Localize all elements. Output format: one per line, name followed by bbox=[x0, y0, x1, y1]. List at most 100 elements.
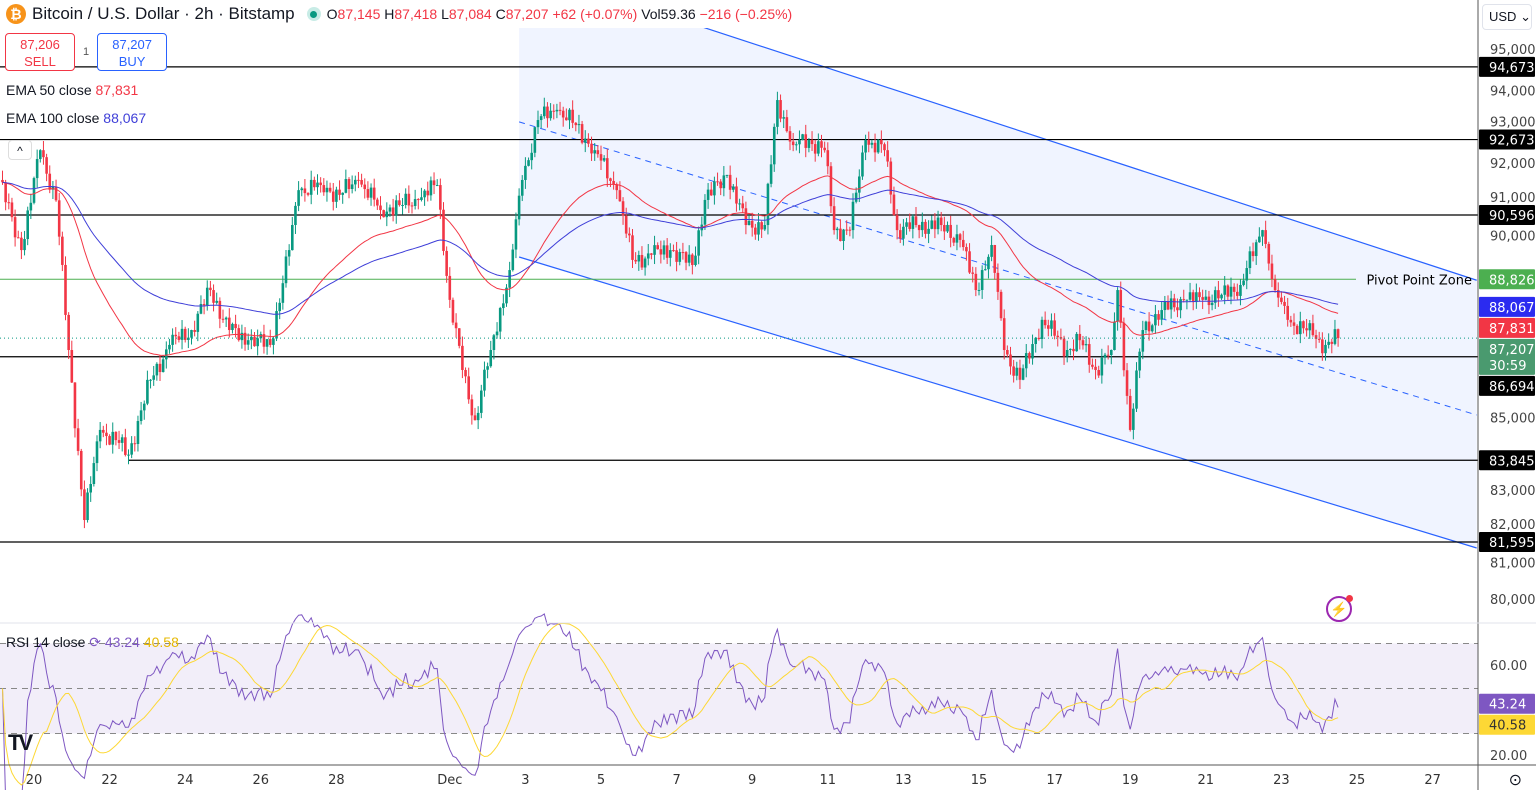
candle bbox=[703, 199, 707, 225]
candle bbox=[401, 205, 404, 207]
ema100-badge-text: 88,067 bbox=[1489, 301, 1535, 316]
candle bbox=[905, 222, 908, 227]
price-tick-label: 91,000 bbox=[1490, 191, 1536, 206]
candle bbox=[643, 258, 647, 268]
candle bbox=[1166, 301, 1170, 310]
candle bbox=[1292, 322, 1296, 326]
candle bbox=[1330, 341, 1334, 344]
candle bbox=[1333, 329, 1337, 344]
candle bbox=[565, 117, 568, 121]
candle bbox=[795, 144, 798, 146]
candle bbox=[259, 334, 263, 339]
candle bbox=[363, 184, 367, 190]
candle bbox=[1220, 294, 1223, 299]
candle bbox=[791, 141, 795, 146]
candle bbox=[149, 379, 152, 381]
candle bbox=[92, 463, 96, 485]
time-tick-label: 20 bbox=[26, 773, 43, 788]
candle bbox=[769, 164, 773, 184]
candle bbox=[952, 237, 956, 243]
candle bbox=[807, 140, 811, 148]
candle bbox=[394, 200, 398, 216]
candle bbox=[338, 189, 341, 195]
candle bbox=[514, 219, 518, 250]
candle bbox=[284, 256, 288, 284]
candle bbox=[1217, 290, 1220, 299]
candle bbox=[977, 289, 981, 291]
candle bbox=[1176, 307, 1179, 311]
candle bbox=[546, 106, 549, 119]
candle bbox=[675, 250, 678, 262]
chart-header: ₿ Bitcoin / U.S. Dollar · 2h · Bitstamp … bbox=[6, 4, 792, 24]
candle bbox=[832, 206, 836, 231]
settings-icon[interactable]: ⊙ bbox=[1508, 772, 1522, 789]
spread-value: 1 bbox=[83, 46, 90, 58]
candle bbox=[70, 349, 74, 383]
level-badge bbox=[1479, 375, 1535, 396]
candle bbox=[1289, 319, 1293, 323]
candle bbox=[1072, 348, 1075, 352]
candle bbox=[117, 440, 121, 443]
candle bbox=[48, 173, 52, 190]
candle bbox=[1103, 354, 1107, 358]
candle bbox=[1116, 290, 1119, 322]
candle bbox=[987, 256, 990, 270]
candle bbox=[209, 287, 212, 291]
candle bbox=[539, 116, 543, 121]
candle bbox=[1087, 344, 1091, 365]
candle bbox=[716, 181, 719, 183]
lightning-icon[interactable]: ⚡ bbox=[1326, 595, 1353, 622]
candle bbox=[735, 186, 738, 204]
candle bbox=[376, 199, 379, 206]
candle bbox=[776, 100, 779, 127]
candle bbox=[221, 318, 225, 320]
last-price-badge-text: 87,207 bbox=[1489, 343, 1535, 358]
legend-ema50[interactable]: EMA 50 close 87,831 bbox=[6, 82, 139, 98]
collapse-legend-button[interactable]: ^ bbox=[8, 140, 32, 160]
candle bbox=[300, 188, 304, 191]
candle bbox=[1324, 344, 1327, 354]
candle bbox=[319, 182, 322, 186]
candle bbox=[552, 110, 556, 112]
candle bbox=[16, 237, 20, 239]
candle bbox=[1097, 369, 1100, 376]
candle bbox=[1305, 328, 1308, 331]
candle bbox=[278, 302, 281, 312]
candle bbox=[29, 202, 33, 211]
candle bbox=[1028, 353, 1031, 359]
candle bbox=[398, 200, 401, 206]
candle bbox=[1239, 284, 1242, 296]
candle bbox=[1078, 333, 1082, 341]
candle bbox=[1195, 292, 1198, 303]
sell-button[interactable]: 87,206 SELL bbox=[5, 33, 75, 71]
candle bbox=[602, 158, 606, 161]
candle bbox=[691, 254, 694, 265]
candle bbox=[867, 140, 871, 145]
candle bbox=[672, 250, 675, 252]
legend-ema100[interactable]: EMA 100 close 88,067 bbox=[6, 110, 147, 126]
currency-dropdown[interactable]: USD ⌄ bbox=[1482, 4, 1532, 30]
candle bbox=[76, 428, 80, 451]
candle bbox=[26, 210, 29, 240]
candle bbox=[921, 221, 924, 231]
candle bbox=[1198, 292, 1201, 298]
symbol-title[interactable]: Bitcoin / U.S. Dollar · 2h · Bitstamp bbox=[32, 4, 295, 23]
candle bbox=[473, 415, 477, 421]
candle bbox=[609, 178, 612, 181]
candle bbox=[1154, 314, 1157, 326]
candle bbox=[350, 184, 354, 190]
candle bbox=[432, 180, 436, 186]
candle bbox=[177, 336, 181, 340]
candle bbox=[174, 334, 178, 337]
candle bbox=[1317, 338, 1321, 340]
legend-rsi[interactable]: RSI 14 close ⟳ 43.24 40.58 bbox=[6, 634, 179, 650]
candle bbox=[294, 205, 297, 226]
candle bbox=[231, 323, 234, 331]
candle bbox=[1135, 370, 1138, 409]
candle bbox=[829, 166, 833, 207]
buy-button[interactable]: 87,207 BUY bbox=[97, 33, 168, 71]
candle bbox=[561, 110, 565, 118]
candle bbox=[54, 186, 58, 201]
candle bbox=[445, 250, 448, 276]
